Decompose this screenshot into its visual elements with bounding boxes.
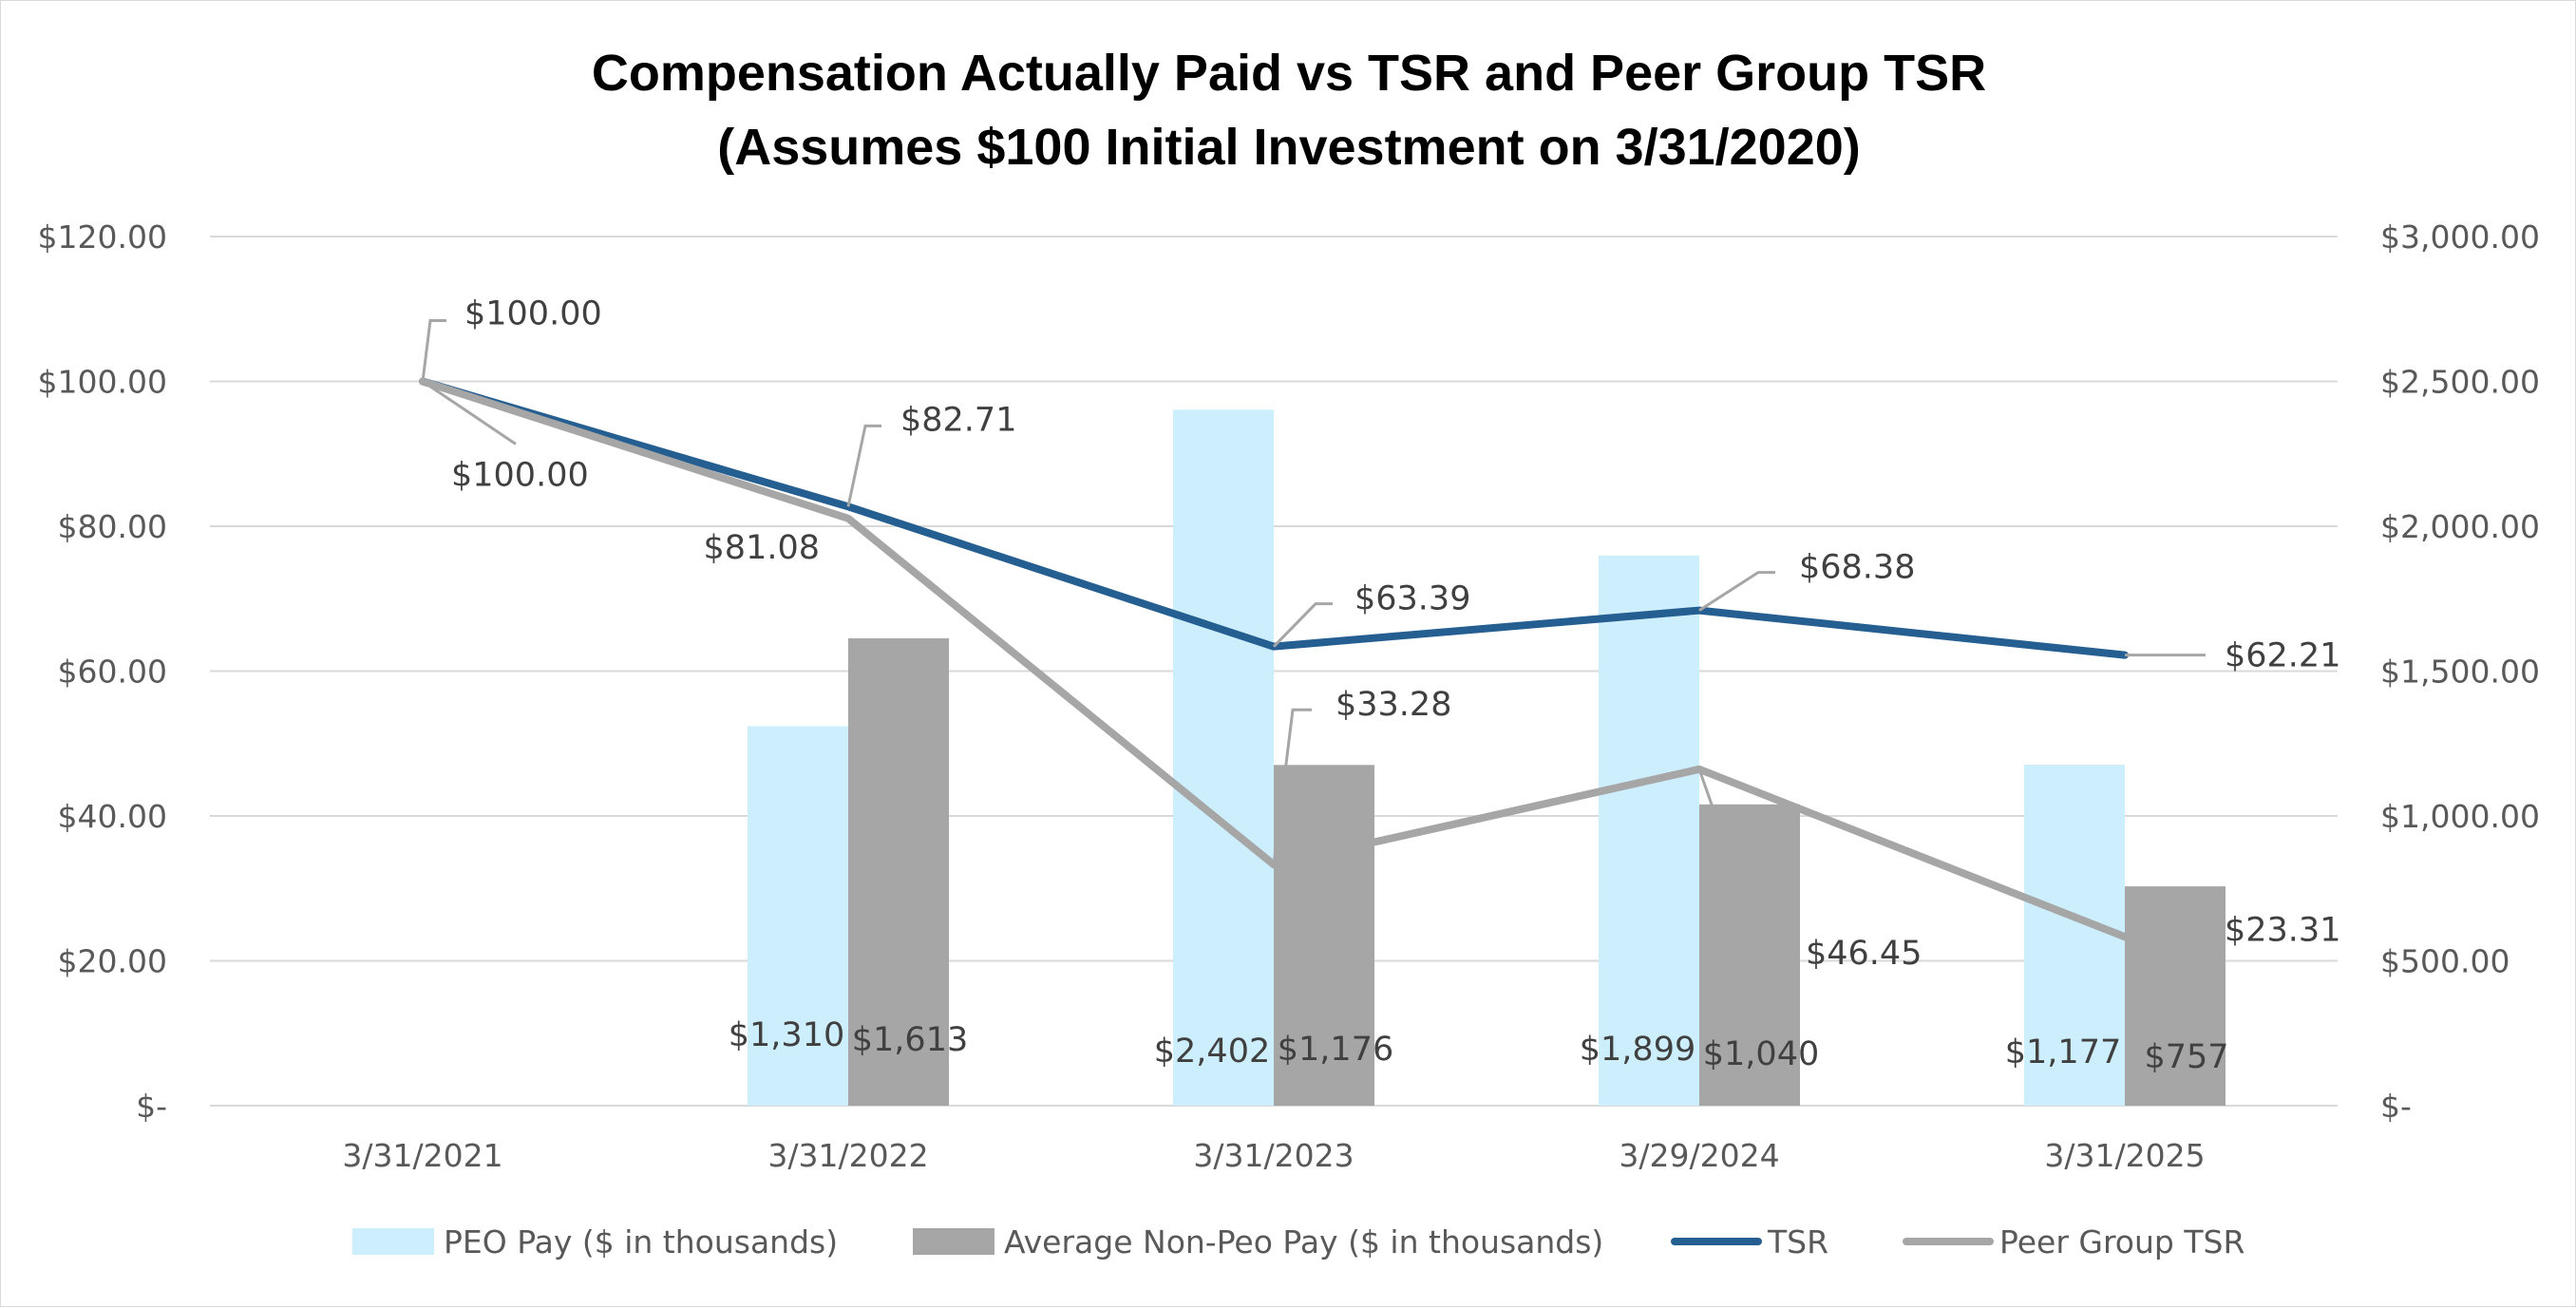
legend-peer-group-tsr-label: Peer Group TSR xyxy=(1999,1223,2245,1261)
y-left-tick-label: $100.00 xyxy=(38,364,167,401)
tsr-data-label: $62.21 xyxy=(2225,637,2340,675)
bar-data-label: $1,310 xyxy=(729,1016,844,1054)
bar-data-label: $757 xyxy=(2144,1038,2228,1076)
legend-non-peo-pay-label: Average Non-Peo Pay ($ in thousands) xyxy=(1004,1223,1603,1261)
bar-data-label: $1,613 xyxy=(852,1021,968,1059)
x-tick-label: 3/31/2025 xyxy=(2044,1137,2205,1174)
tsr-data-label: $100.00 xyxy=(464,295,602,333)
peer-tsr-data-label: $23.31 xyxy=(2225,911,2340,949)
bar-non-peo-pay xyxy=(2125,886,2226,1106)
tsr-leader-line xyxy=(1698,571,1775,612)
chart-title-line-2: (Assumes $100 Initial Investment on 3/31… xyxy=(717,119,1861,176)
peer-tsr-data-label: $33.28 xyxy=(1335,686,1451,724)
bar-data-label: $2,402 xyxy=(1154,1033,1270,1071)
bar-peo-pay xyxy=(1173,409,1274,1106)
bar-data-label: $1,899 xyxy=(1580,1031,1695,1069)
y-right-tick-label: $2,000.00 xyxy=(2380,508,2540,545)
peer-tsr-leader-line xyxy=(2124,927,2207,938)
bar-data-label: $1,040 xyxy=(1703,1035,1819,1073)
bar-series xyxy=(748,409,2226,1106)
x-tick-label: 3/31/2023 xyxy=(1193,1137,1354,1174)
bar-data-label: $1,177 xyxy=(2005,1033,2121,1071)
peer-tsr-leader-line xyxy=(1697,768,1783,961)
legend: PEO Pay ($ in thousands) Average Non-Peo … xyxy=(352,1223,2245,1261)
axis-labels: $- $- $20.00 $500.00 $40.00 $1,000.00 $60.00 $1… xyxy=(38,218,2540,1174)
y-right-tick-label: $1,500.00 xyxy=(2380,654,2540,691)
tsr-leader-line xyxy=(421,319,446,382)
tsr-data-label: $68.38 xyxy=(1799,549,1915,587)
bar-non-peo-pay xyxy=(1274,765,1374,1106)
bar-non-peo-pay xyxy=(848,638,949,1106)
y-right-tick-label: $1,000.00 xyxy=(2380,798,2540,835)
legend-peo-pay-label: PEO Pay ($ in thousands) xyxy=(444,1223,838,1261)
chart-title-line-1: Compensation Actually Paid vs TSR and Pe… xyxy=(592,45,1986,102)
tsr-leader-line xyxy=(846,424,881,507)
peer-tsr-data-label: $46.45 xyxy=(1806,935,1922,973)
y-left-tick-label: $60.00 xyxy=(58,654,167,691)
data-labels: $1,310 $2,402 $1,899 $1,177 $1,613 $1,176 $1,0… xyxy=(421,295,2340,1076)
bar-peo-pay xyxy=(748,726,848,1106)
peer-tsr-leader-line xyxy=(422,380,517,445)
bar-peo-pay xyxy=(2024,765,2125,1106)
y-right-tick-label: $- xyxy=(2380,1088,2412,1125)
bar-non-peo-pay xyxy=(1699,804,1800,1106)
y-left-tick-label: $80.00 xyxy=(58,508,167,545)
peer-tsr-data-label: $100.00 xyxy=(451,457,589,495)
tsr-leader-line xyxy=(1272,602,1333,648)
y-right-tick-label: $2,500.00 xyxy=(2380,364,2540,401)
bar-data-label: $1,176 xyxy=(1278,1031,1393,1069)
legend-peo-pay-swatch xyxy=(352,1228,434,1255)
y-left-tick-label: $- xyxy=(136,1088,167,1125)
legend-tsr-label: TSR xyxy=(1767,1223,1828,1261)
y-left-tick-label: $120.00 xyxy=(38,218,167,256)
x-tick-label: 3/31/2021 xyxy=(342,1137,502,1174)
y-right-tick-label: $3,000.00 xyxy=(2380,218,2540,256)
tsr-data-label: $82.71 xyxy=(900,401,1016,439)
y-left-tick-label: $20.00 xyxy=(58,943,167,980)
x-tick-label: 3/31/2022 xyxy=(767,1137,928,1174)
x-tick-label: 3/29/2024 xyxy=(1619,1137,1779,1174)
y-right-tick-label: $500.00 xyxy=(2380,943,2510,980)
y-left-tick-label: $40.00 xyxy=(58,798,167,835)
bar-peo-pay xyxy=(1599,555,1699,1106)
peer-tsr-leader-line xyxy=(1272,708,1312,865)
peer-tsr-data-label: $81.08 xyxy=(704,529,820,567)
tsr-data-label: $63.39 xyxy=(1354,580,1470,618)
legend-non-peo-pay-swatch xyxy=(913,1228,994,1255)
